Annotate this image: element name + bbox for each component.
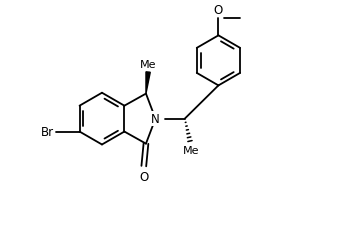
Text: Me: Me xyxy=(183,146,199,156)
Text: N: N xyxy=(151,112,160,126)
Text: Me: Me xyxy=(140,59,156,69)
Text: Br: Br xyxy=(41,126,54,138)
Text: O: O xyxy=(214,4,223,17)
Polygon shape xyxy=(146,72,150,94)
Text: O: O xyxy=(139,171,148,184)
